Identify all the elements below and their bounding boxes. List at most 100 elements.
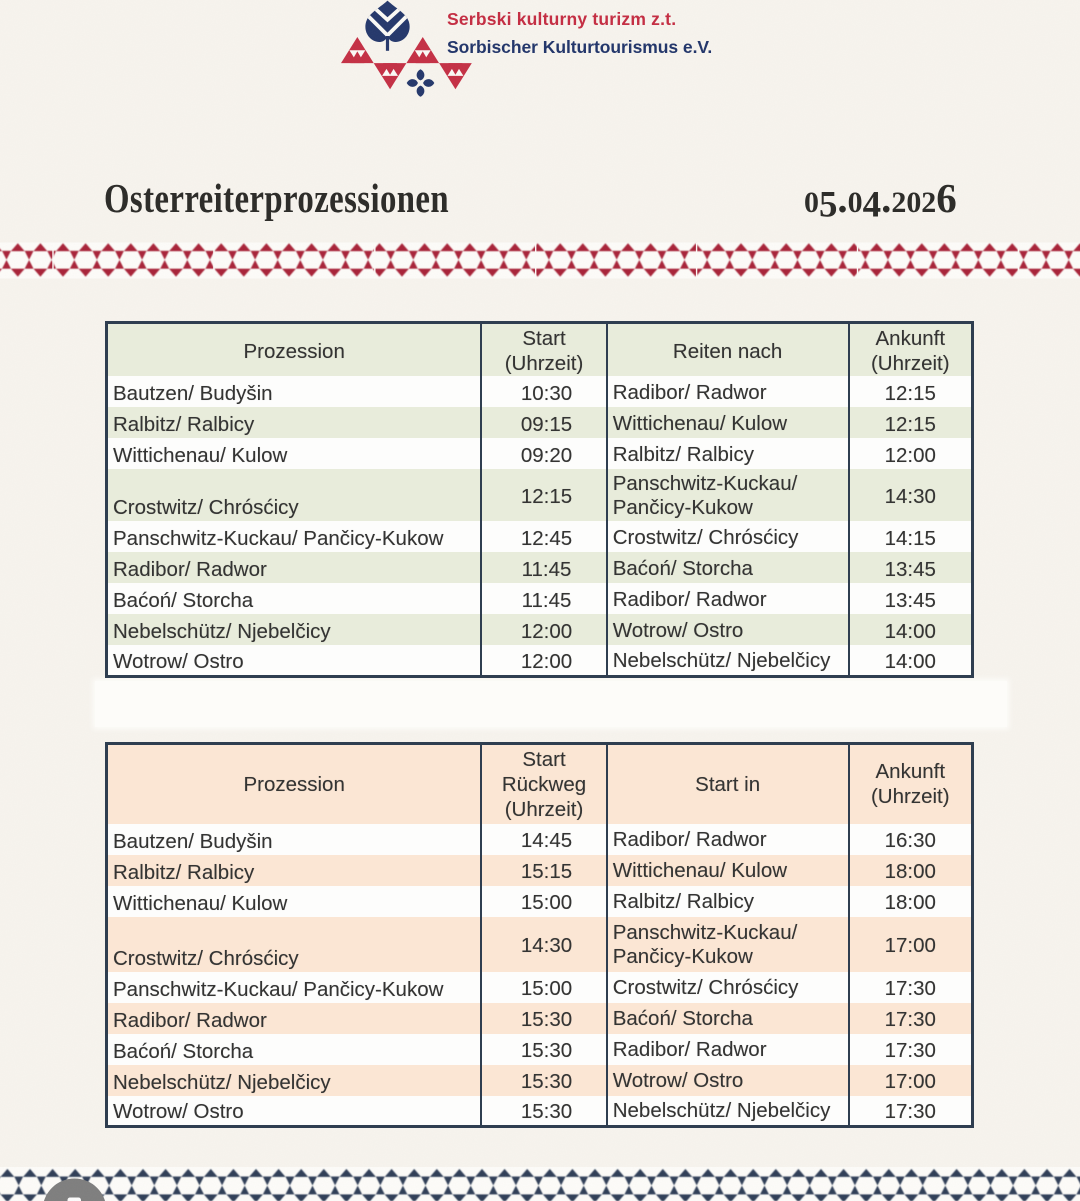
- column-header: Ankunft (Uhrzeit): [847, 322, 973, 376]
- table-row: Crostwitz/ Chrósćicy 14:30 Panschwitz-Kuck…: [106, 916, 973, 972]
- table-cell: 17:30: [847, 1033, 973, 1065]
- table-row: Wittichenau/ Kulow 15:00 Ralbitz/ Ralbicy 1…: [106, 885, 973, 917]
- table-cell: 17:30: [847, 971, 973, 1003]
- table-cell: 14:45: [480, 823, 607, 855]
- table-cell: Radibor/ Radwor: [605, 823, 849, 855]
- table-cell: 11:45: [480, 583, 607, 614]
- page-title: Osterreiterprozessionen: [104, 175, 449, 221]
- table-cell: Nebelschütz/ Njebelčicy: [605, 1095, 849, 1127]
- table-cell: Crostwitz/ Chrósćicy: [605, 521, 849, 552]
- column-header: Ankunft (Uhrzeit): [847, 743, 973, 824]
- table-cell: 12:00: [480, 645, 607, 676]
- table-row: Baćoń/ Storcha 15:30 Radibor/ Radwor 17:30: [106, 1033, 973, 1065]
- table-cell: Radibor/ Radwor: [605, 376, 849, 407]
- table-row: Nebelschütz/ Njebelčicy 12:00 Wotrow/ Ostr…: [106, 614, 973, 645]
- table-cell: 13:45: [847, 583, 973, 614]
- table-cell: Bautzen/ Budyšin: [106, 376, 482, 407]
- table-row: Panschwitz-Kuckau/ Pančicy-Kukow 15:00 Cro…: [106, 971, 973, 1003]
- table-cell: 14:30: [480, 916, 607, 972]
- table-cell: 15:00: [480, 885, 607, 917]
- table-cell: Panschwitz-Kuckau/ Pančicy-Kukow: [605, 916, 849, 972]
- procession-table-return: Prozession Start Rückweg (Uhrzeit) Start i…: [105, 742, 974, 1128]
- table-cell: Crostwitz/ Chrósćicy: [106, 916, 482, 972]
- table-cell: 16:30: [847, 823, 973, 855]
- table-cell: Panschwitz-Kuckau/ Pančicy-Kukow: [106, 521, 482, 552]
- date-digit: 2: [921, 186, 937, 219]
- table-cell: 15:30: [480, 1033, 607, 1065]
- white-strip: [95, 681, 1007, 727]
- table-cell: 12:15: [480, 469, 607, 521]
- table-cell: Ralbitz/ Ralbicy: [106, 854, 482, 886]
- table-cell: Wittichenau/ Kulow: [106, 438, 482, 469]
- column-header: Start Rückweg (Uhrzeit): [480, 743, 607, 824]
- table-cell: Bautzen/ Budyšin: [106, 823, 482, 855]
- column-header: Prozession: [106, 322, 482, 376]
- table-cell: 15:30: [480, 1064, 607, 1096]
- table-cell: Nebelschütz/ Njebelčicy: [605, 645, 849, 676]
- date-digit: 0: [804, 186, 819, 219]
- table-cell: 14:00: [847, 645, 973, 676]
- column-header: Start in: [605, 743, 849, 824]
- table-cell: Panschwitz-Kuckau/ Pančicy-Kukow: [605, 469, 849, 521]
- table-row: Wotrow/ Ostro 12:00 Nebelschütz/ Njebelčic…: [106, 645, 973, 676]
- table-cell: 12:00: [847, 438, 973, 469]
- table-row: Baćoń/ Storcha 11:45 Radibor/ Radwor 13:45: [106, 583, 973, 614]
- table-cell: 11:45: [480, 552, 607, 583]
- table-cell: Nebelschütz/ Njebelčicy: [106, 614, 482, 645]
- table-cell: 15:00: [480, 971, 607, 1003]
- table-header-row: Prozession Start Rückweg (Uhrzeit) Start i…: [106, 743, 973, 824]
- column-header: Prozession: [106, 743, 482, 824]
- table-cell: Radibor/ Radwor: [605, 583, 849, 614]
- table-row: Ralbitz/ Ralbicy 09:15 Wittichenau/ Kulow 1…: [106, 407, 973, 438]
- date-digit: 6: [936, 175, 957, 221]
- table-row: Wotrow/ Ostro 15:30 Nebelschütz/ Njebelčic…: [106, 1095, 973, 1127]
- table-row: Bautzen/ Budyšin 10:30 Radibor/ Radwor 12:1…: [106, 376, 973, 407]
- procession-table-outbound: Prozession Start (Uhrzeit) Reiten nach Anku…: [105, 321, 974, 678]
- table-header-row: Prozession Start (Uhrzeit) Reiten nach Anku…: [106, 322, 973, 376]
- table-cell: 15:15: [480, 854, 607, 886]
- table-cell: 17:30: [847, 1002, 973, 1034]
- table-cell: Wotrow/ Ostro: [106, 645, 482, 676]
- table-cell: Radibor/ Radwor: [106, 1002, 482, 1034]
- table-cell: 09:15: [480, 407, 607, 438]
- table-row: Ralbitz/ Ralbicy 15:15 Wittichenau/ Kulow 1…: [106, 854, 973, 886]
- table-row: Bautzen/ Budyšin 14:45 Radibor/ Radwor 16:3…: [106, 823, 973, 855]
- table-cell: 09:20: [480, 438, 607, 469]
- table-cell: 18:00: [847, 885, 973, 917]
- table-cell: 12:45: [480, 521, 607, 552]
- table-cell: Wotrow/ Ostro: [605, 614, 849, 645]
- table-cell: 14:00: [847, 614, 973, 645]
- table-row: Crostwitz/ Chrósćicy 12:15 Panschwitz-Kuck…: [106, 469, 973, 521]
- table-row: Panschwitz-Kuckau/ Pančicy-Kukow 12:45 Cro…: [106, 521, 973, 552]
- date-digit: 2: [891, 186, 907, 219]
- table-cell: 12:15: [847, 407, 973, 438]
- table-cell: Baćoń/ Storcha: [605, 1002, 849, 1034]
- table-cell: Wittichenau/ Kulow: [605, 854, 849, 886]
- table-cell: Ralbitz/ Ralbicy: [605, 885, 849, 917]
- table-row: Nebelschütz/ Njebelčicy 15:30 Wotrow/ Ostr…: [106, 1064, 973, 1096]
- date-digit: .: [881, 175, 892, 221]
- table-cell: Radibor/ Radwor: [605, 1033, 849, 1065]
- page-date: 05.04.2026: [804, 174, 957, 225]
- table-cell: Panschwitz-Kuckau/ Pančicy-Kukow: [106, 971, 482, 1003]
- table-cell: Crostwitz/ Chrósćicy: [106, 469, 482, 521]
- table-cell: Baćoń/ Storcha: [106, 583, 482, 614]
- table-cell: Baćoń/ Storcha: [106, 1033, 482, 1065]
- column-header: Reiten nach: [605, 322, 849, 376]
- table-cell: 12:15: [847, 376, 973, 407]
- table-cell: Wotrow/ Ostro: [106, 1095, 482, 1127]
- table-cell: Wittichenau/ Kulow: [106, 885, 482, 917]
- date-digit: 5: [818, 183, 838, 225]
- table-cell: 17:00: [847, 916, 973, 972]
- logo-line2: Sorbischer Kulturtourismus e.V.: [447, 36, 713, 57]
- date-digit: .: [837, 175, 848, 221]
- date-digit: 0: [906, 186, 922, 219]
- table-cell: 10:30: [480, 376, 607, 407]
- table-cell: 14:15: [847, 521, 973, 552]
- table-cell: 17:00: [847, 1064, 973, 1096]
- column-header: Start (Uhrzeit): [480, 322, 607, 376]
- table-cell: Wittichenau/ Kulow: [605, 407, 849, 438]
- table-cell: Ralbitz/ Ralbicy: [605, 438, 849, 469]
- table-cell: Wotrow/ Ostro: [605, 1064, 849, 1096]
